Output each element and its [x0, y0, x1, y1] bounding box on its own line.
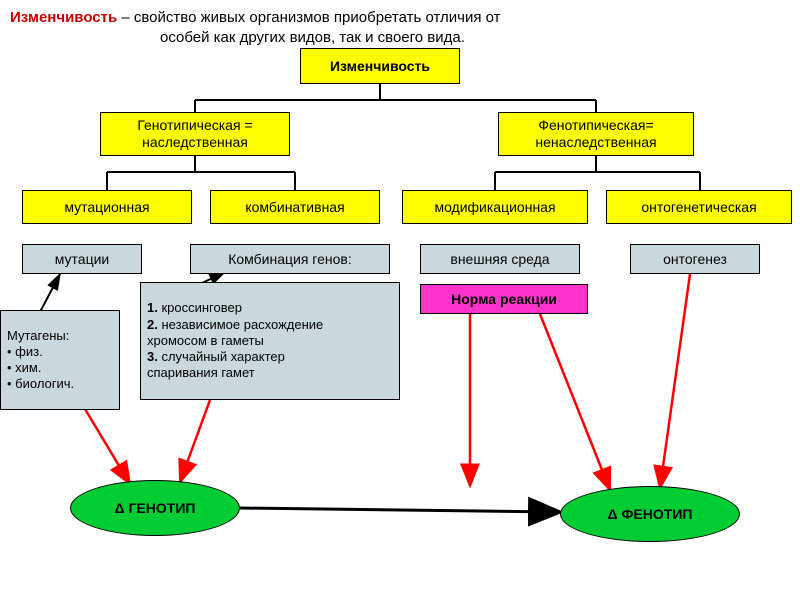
- node-phenotypic: Фенотипическая= ненаследственная: [498, 112, 694, 156]
- headline-rest1: – свойство живых организмов приобретать …: [117, 9, 500, 26]
- combo-line: 2. независимое расхождение: [147, 317, 323, 333]
- node-root-label: Изменчивость: [330, 58, 430, 75]
- combo-line: 3. случайный характер: [147, 349, 285, 365]
- node-mutational: мутационная: [22, 190, 192, 224]
- lbl: Δ ФЕНОТИП: [608, 506, 693, 523]
- headline-keyword: Изменчивость: [10, 9, 117, 26]
- node-modificational: модификационная: [402, 190, 588, 224]
- mutagens-item: • хим.: [7, 360, 41, 376]
- node-norma-reaction: Норма реакции: [420, 284, 588, 314]
- headline-rest2: особей как других видов, так и своего ви…: [160, 29, 465, 46]
- lbl: Δ ГЕНОТИП: [115, 500, 196, 517]
- combo-line: спаривания гамет: [147, 365, 255, 381]
- lbl: онтогенетическая: [641, 199, 756, 216]
- node-environment: внешняя среда: [420, 244, 580, 274]
- node-mutations: мутации: [22, 244, 142, 274]
- lbl: комбинативная: [245, 199, 344, 216]
- node-phenotype-delta: Δ ФЕНОТИП: [560, 486, 740, 542]
- headline: Изменчивость – свойство живых организмов…: [10, 8, 790, 47]
- node-genotypic: Генотипическая = наследственная: [100, 112, 290, 156]
- node-genotypic-l1: Генотипическая =: [137, 117, 252, 134]
- node-ontogenetic: онтогенетическая: [606, 190, 792, 224]
- mutagens-item: • биологич.: [7, 376, 74, 392]
- node-genotypic-l2: наследственная: [142, 134, 248, 151]
- lbl: внешняя среда: [450, 251, 549, 268]
- combo-line: 1. кроссинговер: [147, 300, 242, 316]
- node-phenotypic-l1: Фенотипическая=: [538, 117, 653, 134]
- node-combinative: комбинативная: [210, 190, 380, 224]
- node-root: Изменчивость: [300, 48, 460, 84]
- node-ontogenesis: онтогенез: [630, 244, 760, 274]
- lbl: мутации: [55, 251, 109, 268]
- node-mutagens: Мутагены: • физ. • хим. • биологич.: [0, 310, 120, 410]
- lbl: Комбинация генов:: [228, 251, 352, 268]
- node-gene-combo: Комбинация генов:: [190, 244, 390, 274]
- node-genotype-delta: Δ ГЕНОТИП: [70, 480, 240, 536]
- combo-line: хромосом в гаметы: [147, 333, 264, 349]
- lbl: модификационная: [434, 199, 555, 216]
- mutagens-title: Мутагены:: [7, 328, 69, 344]
- lbl: мутационная: [64, 199, 149, 216]
- lbl: Норма реакции: [451, 291, 557, 308]
- node-combo-detail: 1. кроссинговер 2. независимое расхожден…: [140, 282, 400, 400]
- mutagens-item: • физ.: [7, 344, 43, 360]
- lbl: онтогенез: [663, 251, 727, 268]
- node-phenotypic-l2: ненаследственная: [535, 134, 656, 151]
